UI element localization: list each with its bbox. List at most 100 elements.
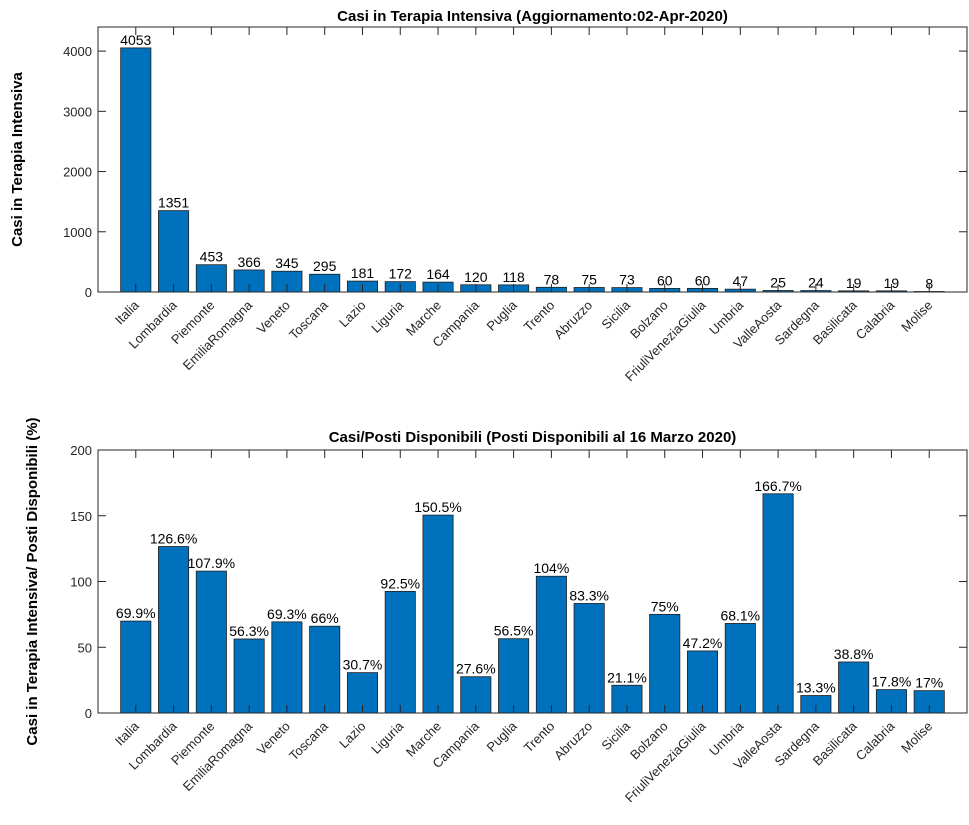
- data-label-sicilia: 73: [619, 272, 635, 288]
- data-label-toscana: 66%: [311, 610, 339, 626]
- x-tick-label-calabria: Calabria: [853, 297, 898, 342]
- data-label-calabria: 19: [884, 275, 900, 291]
- data-label-sardegna: 13.3%: [796, 680, 836, 696]
- data-label-marche: 164: [426, 266, 450, 282]
- y-tick-label: 0: [85, 285, 92, 300]
- bar-lombardia: [158, 546, 190, 714]
- data-label-veneto: 345: [275, 255, 299, 271]
- data-label-basilicata: 38.8%: [834, 646, 874, 662]
- x-tick-label-abruzzo: Abruzzo: [551, 298, 595, 342]
- x-tick-label-calabria: Calabria: [853, 718, 898, 763]
- y-axis-label: Casi in Terapia Intensiva: [9, 71, 26, 246]
- x-tick-label-puglia: Puglia: [484, 718, 521, 755]
- x-tick-label-lazio: Lazio: [336, 298, 369, 331]
- x-tick-label-italia: Italia: [112, 297, 143, 328]
- y-tick-label: 4000: [63, 44, 92, 59]
- data-label-valleaosta: 166.7%: [754, 478, 801, 494]
- x-tick-label-italia: Italia: [112, 718, 143, 749]
- data-label-puglia: 118: [502, 269, 525, 285]
- data-label-calabria: 17.8%: [872, 674, 912, 690]
- data-label-piemonte: 107.9%: [188, 555, 235, 571]
- axes-box: [97, 26, 968, 293]
- data-label-liguria: 92.5%: [380, 575, 420, 591]
- bar-toscana: [309, 625, 341, 714]
- bar-marche: [422, 514, 454, 714]
- data-label-abruzzo: 83.3%: [569, 587, 609, 603]
- x-tick-label-sicilia: Sicilia: [598, 718, 633, 753]
- data-label-puglia: 56.5%: [494, 623, 534, 639]
- x-tick-label-toscana: Toscana: [286, 718, 331, 763]
- data-label-valleaosta: 25: [770, 274, 786, 290]
- chart-intensive-care-cases: 01000200030004000ItaliaLombardiaPiemonte…: [9, 8, 968, 384]
- chart-cases-per-available-beds: 050100150200ItaliaLombardiaPiemonteEmili…: [24, 417, 968, 805]
- data-label-bolzano: 60: [657, 272, 673, 288]
- y-tick-label: 0: [85, 706, 92, 721]
- data-label-bolzano: 75%: [651, 598, 679, 614]
- y-tick-label: 150: [70, 509, 92, 524]
- y-tick-label: 50: [78, 640, 92, 655]
- y-axis-label: Casi in Terapia Intensiva/ Posti Disponi…: [24, 417, 41, 745]
- x-tick-label-liguria: Liguria: [368, 718, 407, 757]
- data-label-italia: 69.9%: [116, 605, 156, 621]
- data-label-sardegna: 24: [808, 275, 824, 291]
- bar-emiliaromagna: [233, 638, 265, 714]
- axes-box: [97, 449, 968, 714]
- bar-bolzano: [649, 613, 681, 714]
- data-label-basilicata: 19: [846, 275, 862, 291]
- data-label-friuliveneziagiulia: 47.2%: [683, 635, 723, 651]
- data-label-umbria: 68.1%: [720, 607, 760, 623]
- data-label-lombardia: 126.6%: [150, 531, 197, 547]
- data-label-trento: 104%: [533, 560, 569, 576]
- data-label-veneto: 69.3%: [267, 606, 307, 622]
- data-label-umbria: 47: [733, 273, 749, 289]
- x-tick-label-lazio: Lazio: [336, 719, 369, 752]
- chart-title: Casi in Terapia Intensiva (Aggiornamento…: [337, 8, 728, 25]
- data-label-lazio: 181: [351, 265, 375, 281]
- x-tick-label-liguria: Liguria: [368, 297, 407, 336]
- y-tick-label: 3000: [63, 104, 92, 119]
- x-tick-label-puglia: Puglia: [484, 297, 521, 334]
- y-tick-label: 2000: [63, 165, 92, 180]
- data-label-liguria: 172: [389, 266, 413, 282]
- data-label-marche: 150.5%: [414, 499, 461, 515]
- y-tick-label: 1000: [63, 225, 92, 240]
- bar-friuliveneziagiulia: [687, 650, 719, 714]
- x-tick-label-abruzzo: Abruzzo: [551, 719, 595, 763]
- bar-lombardia: [158, 210, 190, 293]
- data-label-lombardia: 1351: [158, 195, 189, 211]
- bar-basilicata: [838, 661, 870, 714]
- x-tick-label-emiliaromagna: EmiliaRomagna: [180, 718, 256, 794]
- data-label-emiliaromagna: 366: [237, 254, 261, 270]
- bar-italia: [120, 620, 152, 714]
- data-label-sicilia: 21.1%: [607, 669, 647, 685]
- x-tick-label-sicilia: Sicilia: [598, 297, 633, 332]
- y-tick-label: 100: [70, 575, 92, 590]
- x-tick-label-toscana: Toscana: [286, 297, 331, 342]
- data-label-trento: 78: [544, 271, 560, 287]
- data-label-piemonte: 453: [200, 249, 224, 265]
- data-label-molise: 17%: [915, 675, 943, 691]
- bar-valleaosta: [762, 493, 794, 714]
- bar-italia: [120, 47, 152, 293]
- data-label-emiliaromagna: 56.3%: [229, 623, 269, 639]
- data-label-friuliveneziagiulia: 60: [695, 272, 711, 288]
- data-label-toscana: 295: [313, 258, 337, 274]
- x-tick-label-molise: Molise: [898, 298, 935, 335]
- data-label-lazio: 30.7%: [343, 657, 383, 673]
- bar-trento: [535, 575, 567, 714]
- x-tick-label-emiliaromagna: EmiliaRomagna: [180, 297, 256, 373]
- bar-abruzzo: [573, 603, 605, 714]
- data-label-molise: 8: [925, 276, 933, 292]
- data-label-campania: 120: [464, 269, 488, 285]
- data-label-abruzzo: 75: [581, 271, 597, 287]
- y-tick-label: 200: [70, 443, 92, 458]
- chart-title: Casi/Posti Disponibili (Posti Disponibil…: [329, 429, 737, 446]
- bar-liguria: [384, 590, 416, 714]
- bar-puglia: [498, 638, 530, 714]
- data-label-campania: 27.6%: [456, 661, 496, 677]
- bar-veneto: [271, 621, 303, 714]
- x-tick-label-molise: Molise: [898, 719, 935, 756]
- bar-umbria: [724, 623, 756, 714]
- bar-piemonte: [195, 570, 227, 714]
